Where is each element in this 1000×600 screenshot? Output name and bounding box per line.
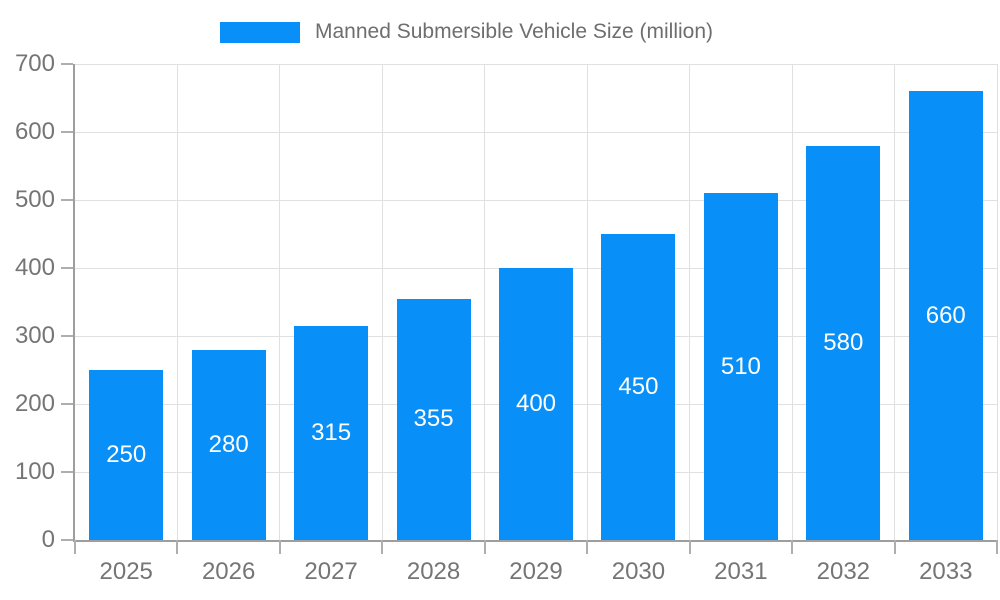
bar: 355 [396,298,471,540]
y-tick [61,267,73,269]
v-gridline [484,64,486,540]
v-gridline [996,64,998,540]
bar-value-label: 355 [413,405,454,433]
bar-value-label: 400 [515,390,557,417]
bar-value-label: 580 [823,328,864,356]
bar: 315 [294,325,369,540]
v-gridline [586,64,588,540]
x-axis-tick-label: 2025 [99,558,153,585]
h-gridline [75,63,997,65]
y-axis-tick-label: 0 [41,526,55,553]
y-axis-tick-label: 400 [14,254,55,281]
bar: 510 [703,193,778,540]
x-axis-tick-label: 2026 [201,558,256,585]
x-axis-tick-label: 2029 [509,558,563,585]
x-axis-tick-label: 2031 [714,558,768,585]
bar-value-label: 250 [106,441,147,468]
x-tick [176,540,179,554]
x-tick [483,540,486,554]
x-axis-tick-label: 2027 [304,558,358,585]
y-tick [61,335,73,337]
legend-swatch [220,21,300,43]
plot-area: 0 100 200 300 400 500 600 700 250 2025 280 2026 315 2… [15,50,998,585]
y-tick [61,539,73,541]
y-tick [61,403,73,405]
v-gridline [689,64,691,540]
bar: 400 [499,268,573,540]
y-axis-tick-label: 300 [14,322,55,349]
x-axis-tick-label: 2033 [919,558,973,585]
legend-label: Manned Submersible Vehicle Size (million… [315,20,714,43]
v-gridline [279,64,281,540]
x-axis-tick-label: 2028 [406,558,461,585]
v-gridline [176,64,178,540]
h-gridline [75,199,997,201]
x-axis-tick-label: 2030 [611,558,666,585]
y-axis-tick-label: 200 [14,390,55,417]
x-tick [893,540,896,554]
x-tick [74,540,76,554]
y-tick [61,131,73,133]
bar-value-label: 315 [311,418,352,446]
bar-value-label: 280 [208,430,249,458]
legend: Manned Submersible Vehicle Size (million… [220,18,713,46]
bar: 580 [806,145,881,540]
x-tick [381,540,384,554]
x-tick [996,540,998,554]
x-axis-tick-label: 2032 [816,558,871,585]
y-axis-tick-label: 100 [14,458,55,485]
x-tick [278,540,281,554]
bar-value-label: 450 [618,373,659,400]
x-tick [688,540,691,554]
x-tick [586,540,589,554]
v-gridline [894,64,896,540]
bar: 660 [908,91,983,540]
bar: 250 [89,370,164,540]
bar-value-label: 660 [925,301,966,329]
h-gridline [75,131,997,133]
y-tick [61,471,73,473]
v-gridline [381,64,383,540]
y-axis-tick-label: 500 [14,186,55,213]
y-tick [61,63,73,65]
bar: 450 [601,234,676,540]
y-tick [61,199,73,201]
bar-value-label: 510 [720,352,761,380]
x-tick [791,540,794,554]
v-gridline [791,64,793,540]
bar: 280 [191,349,266,540]
y-axis-tick-label: 600 [14,118,55,145]
y-axis-tick-label: 700 [14,50,55,77]
